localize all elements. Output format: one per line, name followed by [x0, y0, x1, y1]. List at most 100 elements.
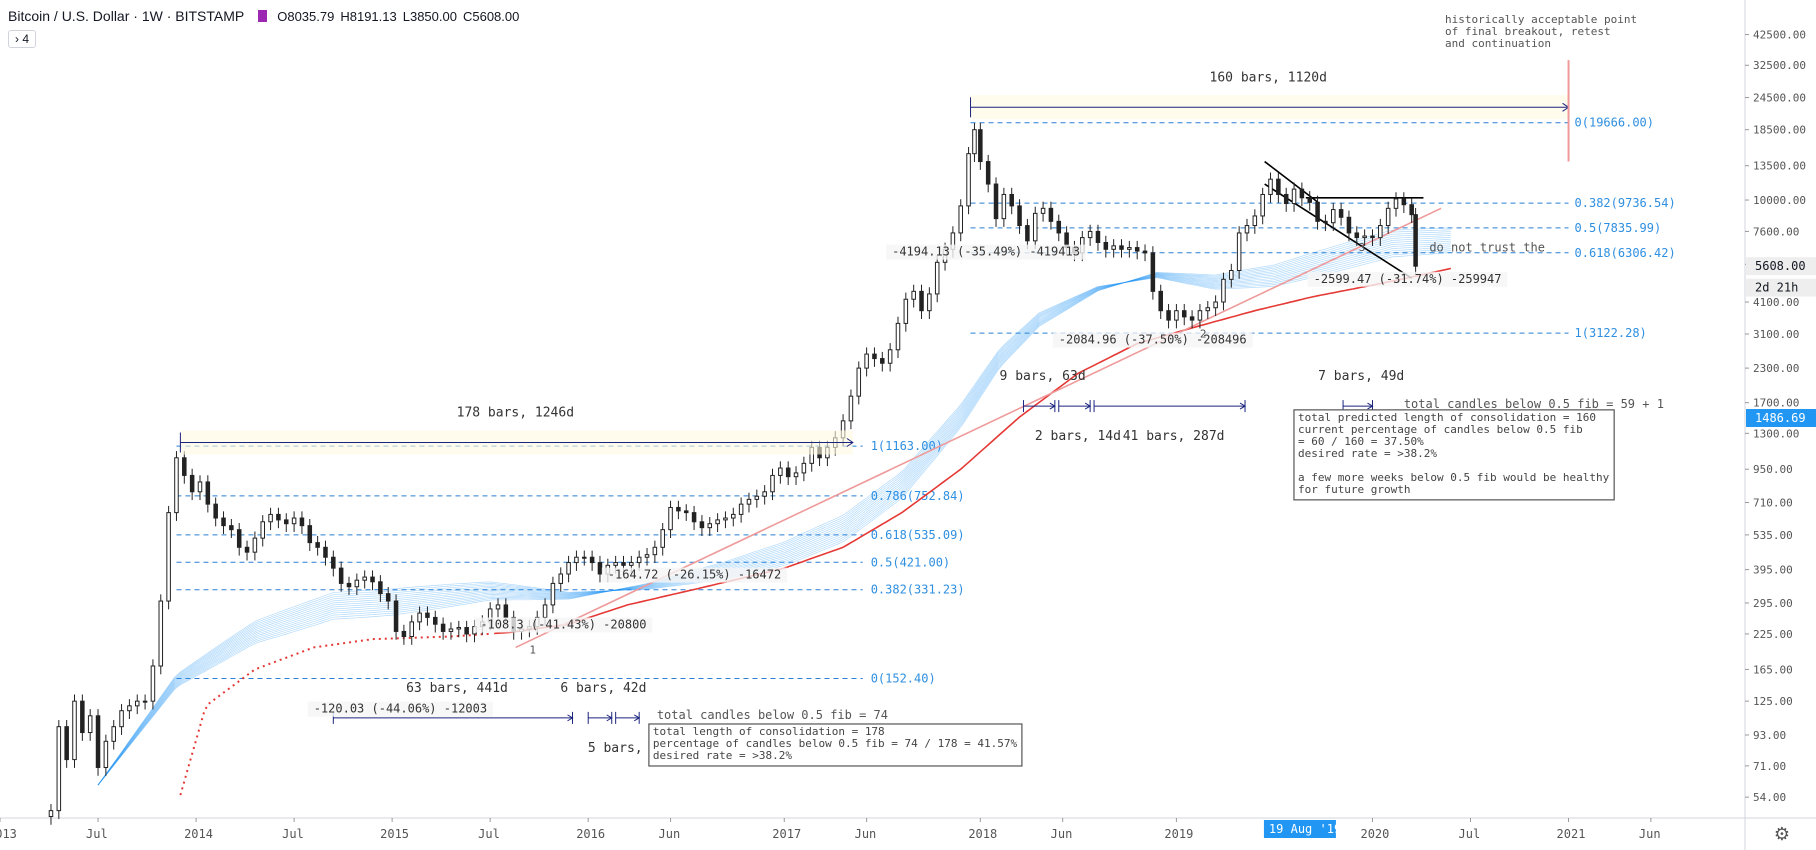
candle-body [927, 293, 932, 312]
candle-body [1283, 193, 1289, 205]
candle-body [205, 481, 211, 505]
candle-body [1370, 235, 1375, 239]
candle-body [993, 183, 999, 220]
candle-body [1009, 193, 1014, 207]
fib-level-label: 1(1163.00) [871, 439, 943, 453]
x-tick-label: Jul [1459, 827, 1481, 841]
candle-body [64, 726, 69, 761]
candle-body [142, 700, 148, 703]
ma-ribbon-line [97, 233, 1451, 786]
candle-body [1017, 205, 1022, 227]
breakout-note-line: and continuation [1445, 37, 1551, 50]
y-tick-label: 42500.00 [1753, 29, 1806, 42]
candle-body [778, 467, 783, 476]
fib-level-label: 1(3122.28) [1575, 326, 1647, 340]
y-tick-label: 54.00 [1753, 791, 1786, 804]
candle-body [629, 562, 634, 566]
ma-ribbon-line [97, 248, 1451, 786]
candle-body [978, 129, 983, 163]
candle-body [1001, 193, 1007, 220]
open-value: O8035.79 [277, 9, 335, 24]
candle-body [315, 542, 320, 548]
info-box-line: total predicted length of consolidation … [1298, 411, 1596, 424]
bar-count-label: 7 bars, 49d [1318, 369, 1404, 384]
info-box-line: = 60 / 160 = 37.50% [1298, 435, 1424, 448]
candle-body [1362, 235, 1367, 239]
low-value: L3850.00 [402, 9, 457, 24]
y-tick-label: 165.00 [1753, 663, 1793, 676]
drawdown-bg [307, 701, 493, 717]
price-tag-label: 2d 21h [1755, 281, 1798, 295]
candle-body [652, 546, 658, 556]
candle-body [668, 506, 673, 531]
candle-body [48, 810, 54, 817]
candle-body [166, 512, 171, 602]
y-tick-label: 24500.00 [1753, 92, 1806, 105]
flag-icon[interactable] [258, 10, 268, 22]
fib-level-label: 0.382(331.23) [871, 583, 965, 597]
ma-ribbon-line [97, 246, 1451, 786]
fib-level-label: 0.382(9736.54) [1575, 196, 1676, 210]
crosshair-date-label: 19 Aug '19 [1269, 822, 1341, 836]
info-box-line: a few more weeks below 0.5 fib would be … [1298, 471, 1610, 484]
do-not-trust: do not trust the [1429, 240, 1545, 254]
gear-icon[interactable]: ⚙ [1773, 824, 1791, 844]
candle-body [1205, 307, 1211, 312]
fib-level-label: 0(19666.00) [1575, 116, 1654, 130]
y-tick-label: 18500.00 [1753, 124, 1806, 137]
candle-body [1025, 225, 1030, 242]
total-below-right: total candles below 0.5 fib = 59 + 1 [1404, 397, 1664, 411]
candle-body [636, 556, 642, 564]
candle-body [425, 612, 430, 618]
close-value: C5608.00 [462, 9, 520, 24]
candle-body [370, 576, 375, 583]
y-tick-label: 125.00 [1753, 695, 1793, 708]
y-tick-label: 710.00 [1753, 497, 1793, 510]
ma-ribbon-line [97, 238, 1451, 786]
x-tick-label: 2018 [968, 827, 997, 841]
candle-body [1111, 245, 1116, 250]
ma-ribbon-line [97, 242, 1451, 786]
bar-count-arrow [1367, 402, 1374, 410]
fib-level-label: 0.786(752.84) [871, 489, 965, 503]
y-tick-label: 10000.00 [1753, 194, 1806, 207]
symbol-title[interactable]: Bitcoin / U.S. Dollar · 1W · BITSTAMP [8, 8, 245, 24]
candle-body [1087, 230, 1093, 239]
candle-body [958, 205, 963, 234]
candle-body [1056, 220, 1062, 234]
candle-body [134, 700, 140, 707]
candle-body [440, 623, 446, 632]
x-tick-label: Jun [659, 827, 681, 841]
candle-body [1103, 241, 1109, 250]
bar-count-arrow [633, 714, 641, 722]
breakout-note-line: of final breakout, retest [1445, 25, 1611, 38]
candle-body [895, 322, 901, 351]
candle-body [433, 616, 438, 625]
candle-body [848, 395, 854, 422]
y-tick-label: 32500.00 [1753, 59, 1806, 72]
candle-body [1338, 209, 1344, 218]
candle-body [1409, 204, 1414, 216]
candle-body [1127, 247, 1132, 250]
x-tick-label: 2021 [1557, 827, 1586, 841]
candle-body [1244, 225, 1250, 234]
candle-body [56, 726, 62, 812]
candle-body [793, 472, 799, 478]
bar-count-arrow [1084, 402, 1092, 410]
candle-body [1229, 270, 1234, 280]
y-tick-label: 4100.00 [1753, 296, 1799, 309]
candle-body [189, 474, 195, 493]
bar-count-arrow [1239, 402, 1247, 410]
wave-label: 1 [529, 643, 536, 656]
drawdown-label: -120.03 (-44.06%) -12003 [314, 702, 487, 716]
x-tick-label: Jun [1051, 827, 1073, 841]
candle-body [1142, 250, 1148, 254]
breakout-note-line: historically acceptable point [1445, 13, 1637, 26]
y-tick-label: 1300.00 [1753, 427, 1799, 440]
price-tag [1746, 257, 1816, 276]
candle-body [699, 521, 705, 529]
candle-body [1181, 310, 1187, 318]
indicators-toggle-button[interactable]: › 4 [8, 30, 37, 48]
candle-body [1330, 209, 1336, 224]
